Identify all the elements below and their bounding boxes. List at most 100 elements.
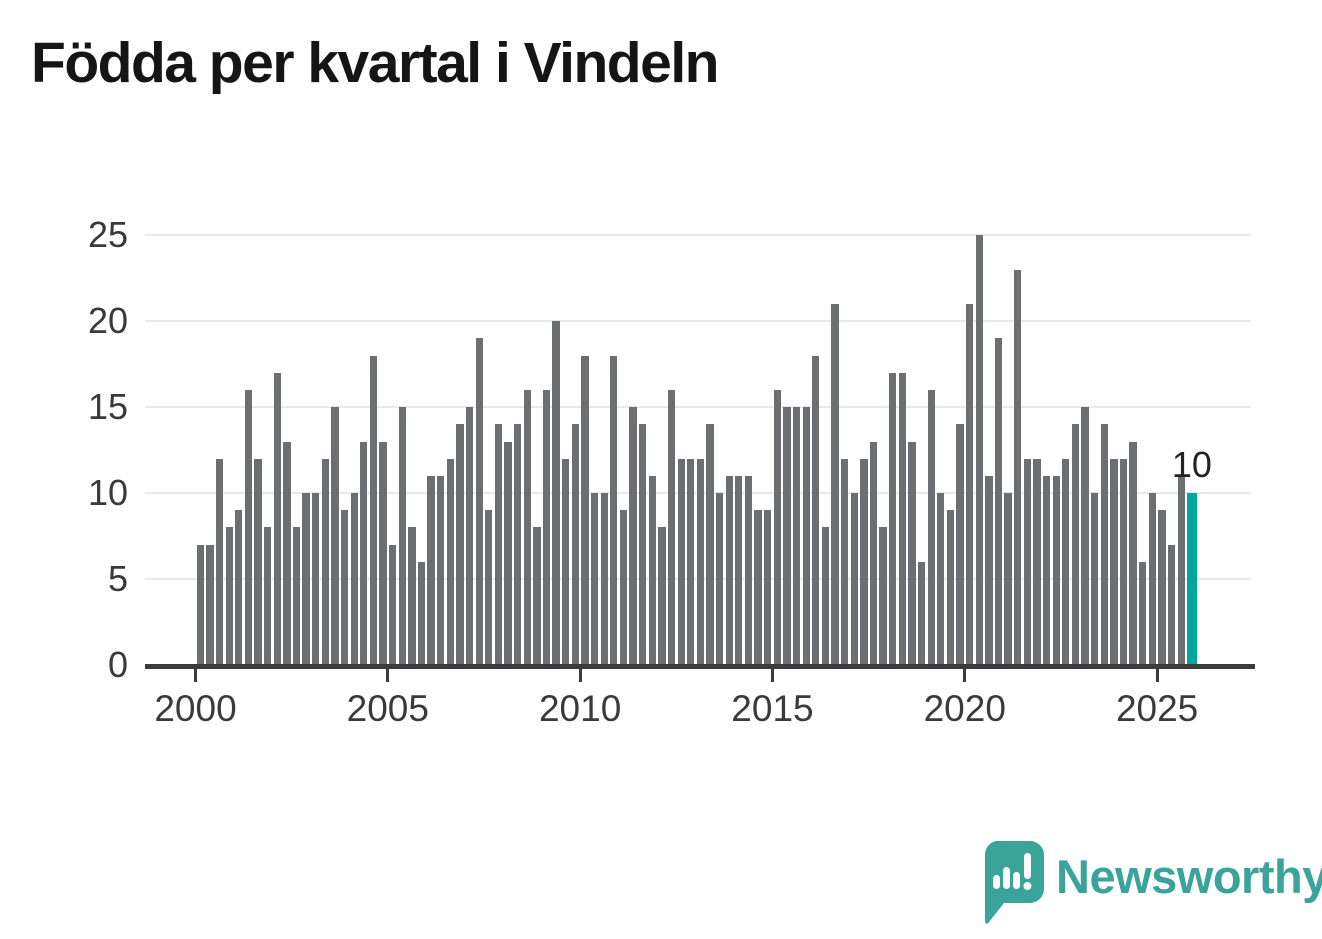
bar-2025-q2 [1167, 544, 1176, 665]
bar-2015-q1 [773, 389, 781, 665]
bar-2006-q2 [437, 475, 445, 665]
bar-2025-q3 [1177, 475, 1185, 665]
bar-2002-q1 [273, 372, 281, 665]
bar-2001-q1 [235, 510, 243, 665]
x-tick-2010 [578, 669, 582, 682]
bar-2013-q4 [725, 475, 733, 665]
bar-2020-q2 [975, 235, 983, 665]
bar-2016-q3 [831, 304, 839, 665]
bar-2011-q1 [619, 510, 628, 665]
x-tick-label-2020: 2020 [923, 688, 1006, 729]
bar-2000-q4 [225, 527, 233, 665]
bar-2005-q2 [398, 407, 406, 665]
gridline-25 [145, 234, 1251, 237]
bar-2021-q2 [1014, 269, 1022, 665]
bar-2010-q4 [610, 355, 618, 665]
x-tick-label-2015: 2015 [731, 688, 814, 729]
bar-2023-q3 [1100, 424, 1108, 665]
bar-2019-q3 [946, 510, 955, 665]
y-tick-label-20: 20 [87, 300, 128, 342]
x-tick-label-2005: 2005 [346, 688, 429, 729]
bar-2002-q4 [302, 493, 310, 665]
bar-2012-q4 [687, 458, 695, 665]
bar-2010-q2 [590, 493, 599, 665]
bar-2019-q2 [937, 493, 945, 665]
y-tick-label-25: 25 [87, 214, 128, 256]
newsworthy-logo-icon [984, 841, 1044, 924]
bar-2001-q2 [244, 389, 253, 665]
bar-2018-q2 [898, 372, 906, 665]
bar-2000-q3 [215, 458, 224, 665]
x-tick-2005 [386, 669, 390, 682]
bar-2014-q2 [744, 475, 753, 665]
bar-2018-q3 [908, 441, 916, 665]
bar-2021-q4 [1033, 458, 1041, 665]
gridline-20 [145, 320, 1251, 323]
bar-2024-q1 [1119, 458, 1128, 665]
newsworthy-logo-text: Newsworthy [1056, 849, 1322, 903]
bar-2020-q3 [985, 475, 993, 665]
bar-2025-q1 [1158, 510, 1166, 665]
chart-title: Födda per kvartal i Vindeln [31, 31, 719, 95]
bar-2009-q4 [571, 424, 580, 665]
newsworthy-logo: Newsworthy [982, 841, 1322, 927]
x-tick-label-2000: 2000 [154, 688, 237, 729]
bar-2001-q4 [264, 527, 272, 665]
x-tick-2025 [1155, 669, 1159, 682]
bar-2007-q1 [465, 407, 474, 665]
bar-2005-q1 [389, 544, 397, 665]
bar-2015-q2 [783, 407, 791, 665]
bar-2008-q3 [523, 389, 531, 665]
bar-2015-q4 [802, 407, 810, 665]
bar-2012-q2 [667, 389, 676, 665]
bar-2013-q2 [706, 424, 714, 665]
bar-2024-q4 [1148, 493, 1156, 665]
x-axis-line [145, 664, 1255, 669]
bar-2011-q4 [648, 475, 656, 665]
bar-2006-q4 [456, 424, 464, 665]
y-tick-label-5: 5 [107, 558, 128, 600]
y-tick-label-10: 10 [87, 472, 128, 514]
bar-2015-q3 [792, 407, 801, 665]
bar-2016-q4 [840, 458, 849, 665]
bar-2008-q2 [514, 424, 522, 665]
bar-2007-q2 [475, 338, 483, 665]
bar-2002-q3 [292, 527, 301, 665]
bar-2003-q3 [331, 407, 339, 665]
bar-2014-q1 [735, 475, 743, 665]
bar-2007-q4 [494, 424, 503, 665]
bar-2020-q4 [994, 338, 1003, 665]
bar-2006-q1 [427, 475, 435, 665]
bar-2022-q3 [1062, 458, 1070, 665]
bar-2017-q3 [869, 441, 878, 665]
bar-2005-q3 [408, 527, 416, 665]
bar-2010-q1 [581, 355, 589, 665]
bar-2008-q4 [533, 527, 541, 665]
bar-2013-q1 [696, 458, 705, 665]
bar-2021-q1 [1004, 493, 1012, 665]
bar-2004-q3 [369, 355, 378, 665]
bar-2013-q3 [715, 493, 724, 665]
bar-2022-q2 [1052, 475, 1060, 665]
bar-2012-q3 [677, 458, 685, 665]
bar-2022-q1 [1042, 475, 1051, 665]
bar-2024-q3 [1139, 561, 1147, 665]
last-value-label: 10 [1171, 444, 1212, 486]
bar-2019-q1 [927, 389, 935, 665]
bar-2000-q1 [196, 544, 204, 665]
bar-2002-q2 [283, 441, 291, 665]
x-tick-2020 [963, 669, 967, 682]
bar-2023-q1 [1081, 407, 1089, 665]
bar-2003-q4 [340, 510, 349, 665]
x-tick-label-2010: 2010 [538, 688, 622, 729]
bar-2023-q4 [1110, 458, 1118, 665]
bar-2014-q4 [764, 510, 772, 665]
bar-2018-q1 [889, 372, 897, 665]
bar-2018-q4 [917, 561, 926, 665]
bar-2012-q1 [658, 527, 666, 665]
bar-2016-q2 [821, 527, 830, 665]
x-tick-label-2025: 2025 [1115, 688, 1199, 729]
bar-2003-q1 [312, 493, 320, 665]
bar-2019-q4 [956, 424, 964, 665]
